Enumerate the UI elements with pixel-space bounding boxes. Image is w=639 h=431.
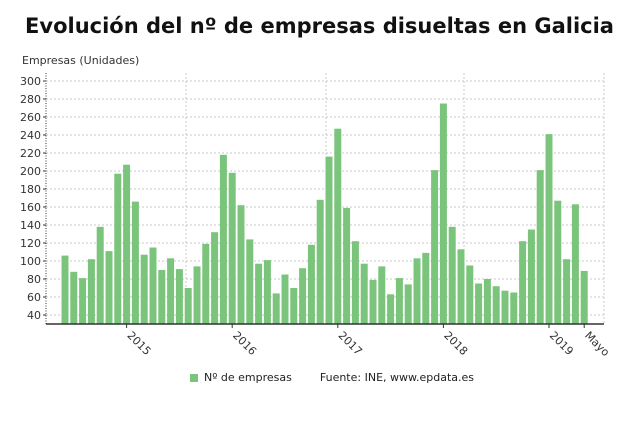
x-tick-label: 2017 <box>336 329 365 358</box>
bar <box>422 252 430 324</box>
y-tick-label: 260 <box>20 111 41 124</box>
bar <box>457 249 465 324</box>
bar <box>184 288 192 324</box>
bar <box>123 164 131 324</box>
bar <box>439 103 447 324</box>
legend: Nº de empresas Fuente: INE, www.epdata.e… <box>190 371 474 384</box>
bar <box>70 271 78 324</box>
bar <box>263 260 271 324</box>
x-tick-label: 2019 <box>547 329 576 358</box>
bar <box>193 266 201 324</box>
bar <box>580 270 588 324</box>
y-axis-label: Empresas (Unidades) <box>22 54 140 67</box>
legend-label: Nº de empresas <box>204 371 292 384</box>
bar <box>483 279 491 324</box>
bar <box>281 274 289 324</box>
y-tick-label: 200 <box>20 165 41 178</box>
bar <box>299 268 307 324</box>
bar <box>158 270 166 324</box>
bar <box>563 259 571 324</box>
y-tick-label: 160 <box>20 201 41 214</box>
y-tick-label: 240 <box>20 129 41 142</box>
y-tick-label: 40 <box>27 309 41 322</box>
bar <box>105 251 113 324</box>
y-tick-label: 120 <box>20 237 41 250</box>
bar <box>343 207 351 324</box>
chart-title: Evolución del nº de empresas disueltas e… <box>25 14 614 38</box>
y-tick-label: 280 <box>20 93 41 106</box>
bar <box>334 128 342 324</box>
bar <box>475 283 483 324</box>
x-tick-label: 2016 <box>230 329 259 358</box>
x-tick-label: 2018 <box>441 329 470 358</box>
bar <box>307 244 315 324</box>
bar <box>545 134 553 324</box>
bar <box>527 229 535 324</box>
y-tick-label: 220 <box>20 147 41 160</box>
bar <box>519 241 527 324</box>
source-text: Fuente: INE, www.epdata.es <box>319 371 475 384</box>
bar <box>149 247 157 324</box>
bar <box>219 154 227 324</box>
bar <box>290 288 298 324</box>
bar <box>378 266 386 324</box>
bar <box>360 263 368 324</box>
x-tick-label: Mayo <box>582 329 612 359</box>
bar <box>571 204 579 324</box>
bar <box>351 241 359 324</box>
bar <box>237 205 245 324</box>
bar <box>211 232 219 324</box>
bar <box>448 226 456 324</box>
bar <box>272 293 280 324</box>
bar <box>554 200 562 324</box>
y-tick-label: 300 <box>20 75 41 88</box>
bar <box>369 279 377 324</box>
bar <box>246 239 254 324</box>
bar <box>536 170 544 324</box>
bar <box>316 199 324 324</box>
bar <box>413 258 421 324</box>
bar <box>492 286 500 324</box>
y-tick-label: 180 <box>20 183 41 196</box>
bar <box>61 255 69 324</box>
bar <box>167 258 175 324</box>
bar <box>255 263 263 324</box>
y-tick-label: 80 <box>27 273 41 286</box>
bar <box>131 201 139 324</box>
bar <box>114 173 122 324</box>
bar <box>202 243 210 324</box>
y-tick-label: 100 <box>20 255 41 268</box>
bar <box>96 226 104 324</box>
y-tick-label: 60 <box>27 291 41 304</box>
bar <box>87 259 95 324</box>
bar <box>395 278 403 324</box>
bar <box>140 254 148 324</box>
bar <box>404 284 412 324</box>
y-tick-label: 140 <box>20 219 41 232</box>
bar <box>175 269 183 324</box>
bar <box>79 278 87 324</box>
bar <box>325 156 333 324</box>
bar <box>228 172 236 324</box>
bar <box>387 294 395 324</box>
bar <box>501 290 509 324</box>
legend-swatch <box>190 373 198 382</box>
bar <box>466 265 474 324</box>
x-tick-label: 2015 <box>124 329 153 358</box>
bar <box>510 292 518 324</box>
bar <box>431 170 439 324</box>
